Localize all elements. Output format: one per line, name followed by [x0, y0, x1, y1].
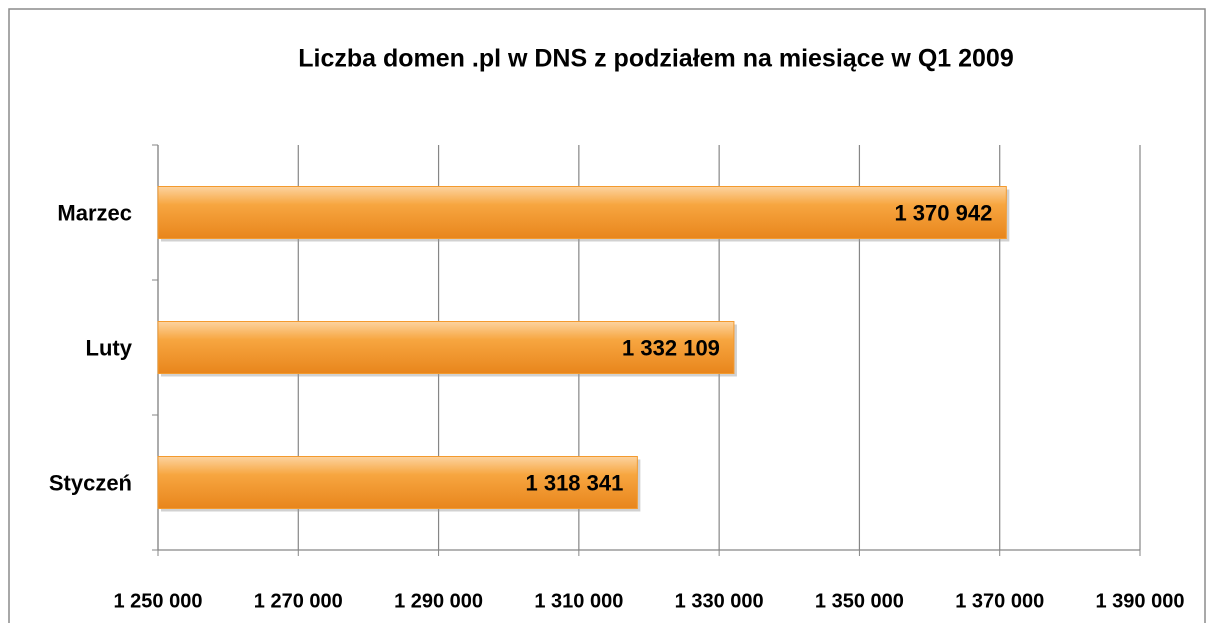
x-tick-label: 1 330 000 [675, 590, 764, 612]
value-label: 1 332 109 [622, 335, 720, 360]
chart-title: Liczba domen .pl w DNS z podziałem na mi… [298, 45, 1014, 73]
bar [157, 186, 1007, 239]
x-tick-label: 1 250 000 [114, 590, 203, 612]
x-tick-label: 1 310 000 [534, 590, 623, 612]
x-tick-label: 1 270 000 [254, 590, 343, 612]
x-tick-label: 1 350 000 [815, 590, 904, 612]
bar [157, 321, 735, 374]
y-tick-label: Luty [86, 335, 133, 360]
y-tick-label: Marzec [57, 200, 132, 225]
x-tick-label: 1 390 000 [1096, 590, 1185, 612]
value-label: 1 370 942 [894, 200, 992, 225]
bar [157, 456, 638, 509]
y-tick-label: Styczeń [49, 470, 132, 495]
value-label: 1 318 341 [525, 470, 623, 495]
x-tick-label: 1 290 000 [394, 590, 483, 612]
x-tick-label: 1 370 000 [955, 590, 1044, 612]
chart-frame [8, 8, 1206, 623]
